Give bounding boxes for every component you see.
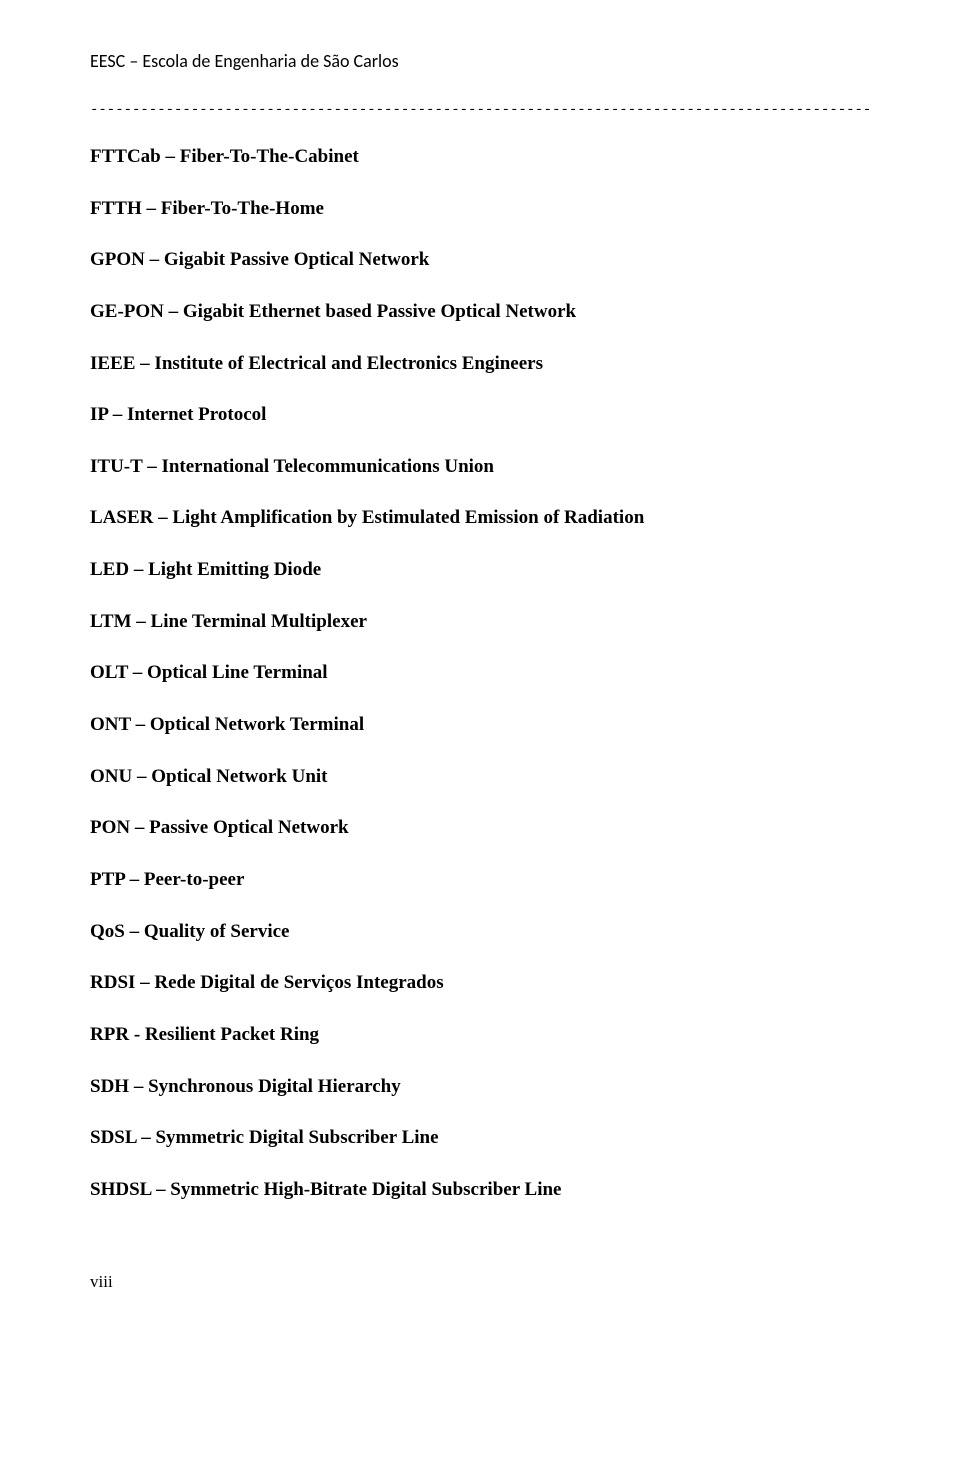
- entry-separator: –: [125, 921, 144, 942]
- entry-abbr: LASER: [90, 507, 153, 528]
- entry-abbr: FTTH: [90, 198, 142, 219]
- entry-abbr: IEEE: [90, 353, 135, 374]
- entry-separator: –: [164, 301, 183, 322]
- entry-definition: Optical Network Terminal: [150, 714, 364, 735]
- glossary-entry: OLT – Optical Line Terminal: [90, 660, 870, 686]
- entry-abbr: FTTCab: [90, 146, 161, 167]
- entry-abbr: QoS: [90, 921, 125, 942]
- glossary-entry: GPON – Gigabit Passive Optical Network: [90, 247, 870, 273]
- entry-definition: Optical Line Terminal: [147, 662, 328, 683]
- entry-definition: Rede Digital de Serviços Integrados: [154, 972, 443, 993]
- glossary-entry: ONT – Optical Network Terminal: [90, 712, 870, 738]
- glossary-entry: FTTH – Fiber-To-The-Home: [90, 196, 870, 222]
- entry-definition: Symmetric Digital Subscriber Line: [155, 1127, 438, 1148]
- entry-separator: –: [125, 869, 144, 890]
- entry-separator: –: [130, 817, 149, 838]
- glossary-entry: RDSI – Rede Digital de Serviços Integrad…: [90, 970, 870, 996]
- entry-abbr: LTM: [90, 611, 132, 632]
- entry-separator: –: [131, 714, 150, 735]
- entry-definition: Internet Protocol: [127, 404, 266, 425]
- entry-separator: –: [142, 198, 161, 219]
- glossary-entry: IEEE – Institute of Electrical and Elect…: [90, 351, 870, 377]
- glossary-entry: SHDSL – Symmetric High-Bitrate Digital S…: [90, 1177, 870, 1203]
- entry-separator: –: [135, 972, 154, 993]
- glossary-entry: LTM – Line Terminal Multiplexer: [90, 609, 870, 635]
- entry-separator: –: [135, 353, 154, 374]
- glossary-entry: QoS – Quality of Service: [90, 919, 870, 945]
- entry-abbr: PON: [90, 817, 130, 838]
- entry-separator: –: [161, 146, 180, 167]
- entry-abbr: SDSL: [90, 1127, 136, 1148]
- page-number: viii: [90, 1272, 870, 1292]
- glossary-entry: LASER – Light Amplification by Estimulat…: [90, 505, 870, 531]
- entry-definition: Gigabit Ethernet based Passive Optical N…: [183, 301, 576, 322]
- entry-definition: Synchronous Digital Hierarchy: [148, 1076, 401, 1097]
- entry-separator: –: [132, 611, 151, 632]
- entry-separator: –: [128, 662, 147, 683]
- entry-separator: –: [129, 559, 148, 580]
- entry-abbr: ONT: [90, 714, 131, 735]
- glossary-entry: ONU – Optical Network Unit: [90, 764, 870, 790]
- entry-separator: –: [129, 1076, 148, 1097]
- document-page: EESC – Escola de Engenharia de São Carlo…: [0, 0, 960, 1352]
- entry-separator: –: [151, 1179, 170, 1200]
- entry-definition: Peer-to-peer: [144, 869, 245, 890]
- entry-separator: –: [132, 766, 151, 787]
- entry-abbr: RPR: [90, 1024, 129, 1045]
- entry-separator: –: [142, 456, 161, 477]
- entry-abbr: SDH: [90, 1076, 129, 1097]
- glossary-entry: FTTCab – Fiber-To-The-Cabinet: [90, 144, 870, 170]
- glossary-entry: PTP – Peer-to-peer: [90, 867, 870, 893]
- entry-abbr: GE-PON: [90, 301, 164, 322]
- entry-abbr: GPON: [90, 249, 145, 270]
- entry-separator: –: [153, 507, 172, 528]
- entry-definition: Institute of Electrical and Electronics …: [154, 353, 543, 374]
- entry-definition: Symmetric High-Bitrate Digital Subscribe…: [170, 1179, 561, 1200]
- entry-abbr: ITU-T: [90, 456, 142, 477]
- horizontal-rule: ----------------------------------------…: [90, 102, 870, 118]
- glossary-entry: LED – Light Emitting Diode: [90, 557, 870, 583]
- glossary-entry: RPR - Resilient Packet Ring: [90, 1022, 870, 1048]
- entry-separator: –: [136, 1127, 155, 1148]
- entry-abbr: OLT: [90, 662, 128, 683]
- entry-abbr: IP: [90, 404, 108, 425]
- glossary-entry: PON – Passive Optical Network: [90, 815, 870, 841]
- entry-abbr: SHDSL: [90, 1179, 151, 1200]
- page-header: EESC – Escola de Engenharia de São Carlo…: [90, 50, 870, 72]
- entry-abbr: LED: [90, 559, 129, 580]
- entry-definition: Light Amplification by Estimulated Emiss…: [172, 507, 644, 528]
- glossary-entry: GE-PON – Gigabit Ethernet based Passive …: [90, 299, 870, 325]
- entry-abbr: PTP: [90, 869, 125, 890]
- entry-separator: –: [108, 404, 127, 425]
- glossary-entry: SDH – Synchronous Digital Hierarchy: [90, 1074, 870, 1100]
- entry-definition: Light Emitting Diode: [148, 559, 321, 580]
- entry-definition: Gigabit Passive Optical Network: [164, 249, 429, 270]
- entry-definition: Optical Network Unit: [151, 766, 327, 787]
- entry-separator: –: [145, 249, 164, 270]
- entry-abbr: RDSI: [90, 972, 135, 993]
- entry-definition: Line Terminal Multiplexer: [151, 611, 367, 632]
- entry-definition: Passive Optical Network: [149, 817, 348, 838]
- glossary-entry: ITU-T – International Telecommunications…: [90, 454, 870, 480]
- glossary-entry: IP – Internet Protocol: [90, 402, 870, 428]
- entry-definition: - Resilient Packet Ring: [134, 1024, 319, 1045]
- glossary-list: FTTCab – Fiber-To-The-Cabinet FTTH – Fibe…: [90, 144, 870, 1202]
- entry-abbr: ONU: [90, 766, 132, 787]
- entry-definition: Quality of Service: [144, 921, 290, 942]
- entry-definition: Fiber-To-The-Cabinet: [180, 146, 359, 167]
- entry-definition: Fiber-To-The-Home: [161, 198, 324, 219]
- entry-definition: International Telecommunications Union: [161, 456, 494, 477]
- glossary-entry: SDSL – Symmetric Digital Subscriber Line: [90, 1125, 870, 1151]
